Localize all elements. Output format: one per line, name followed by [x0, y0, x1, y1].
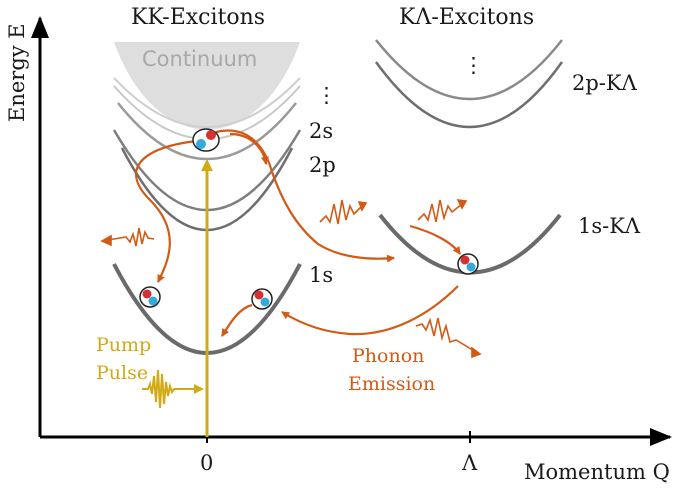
label-2s: 2s: [309, 119, 333, 143]
scattering-arrows: [135, 129, 461, 337]
kl-band-2p: [374, 61, 564, 129]
phonon-label-line2: Emission: [348, 373, 435, 395]
y-axis-label: Energy E: [5, 23, 29, 122]
relax-arrow-left: [135, 139, 197, 283]
kk-relax-arrow: [221, 303, 253, 337]
exciton-1s-kl: [457, 253, 479, 275]
label-2p-kl: 2p-KΛ: [572, 71, 638, 95]
kk-title: KK-Excitons: [131, 5, 265, 30]
phonon-wave-right: [417, 199, 463, 223]
pump-pulse-arrowhead: [194, 384, 204, 394]
phonon-wave-mid: [319, 199, 363, 225]
x-axis-label: Momentum Q: [524, 460, 670, 484]
phonon-squiggles: [100, 199, 482, 359]
kk-dots: ⋮: [316, 83, 337, 107]
kl-dots: ⋮: [463, 53, 484, 77]
kl-relax-arrow: [409, 224, 461, 255]
scatter-arrow-to-kl: [215, 129, 395, 263]
tick-zero-label: 0: [200, 451, 213, 475]
continuum-region: [114, 42, 300, 130]
kl-title: KΛ-Excitons: [399, 5, 534, 30]
scatter-arrow-up: [229, 132, 269, 165]
pump-label-line2: Pulse: [96, 362, 148, 384]
phonon-wave-bottom: [415, 317, 477, 353]
tick-lambda-label: Λ: [461, 451, 478, 475]
kl-band-upper: [375, 39, 563, 101]
label-1s: 1s: [309, 263, 333, 287]
phonon-wave-left: [107, 227, 155, 247]
exciton-1s-right: [251, 288, 273, 310]
pump-label-line1: Pump: [96, 334, 151, 356]
phonon-back-arrow: [281, 285, 459, 336]
phonon-wave-bottom-head: [471, 346, 482, 359]
phonon-wave-mid-head: [357, 201, 368, 212]
exciton-upper: [192, 128, 220, 152]
pump-pulse-wave: [142, 369, 196, 409]
continuum-label: Continuum: [142, 47, 257, 71]
kk-band-light-1: [113, 77, 301, 128]
label-1s-kl: 1s-KΛ: [578, 214, 641, 238]
exciton-1s-left: [139, 286, 161, 308]
phonon-wave-left-head: [100, 234, 112, 247]
label-2p: 2p: [309, 153, 336, 177]
phonon-label-line1: Phonon: [352, 345, 424, 367]
phonon-wave-right-head: [456, 199, 468, 210]
